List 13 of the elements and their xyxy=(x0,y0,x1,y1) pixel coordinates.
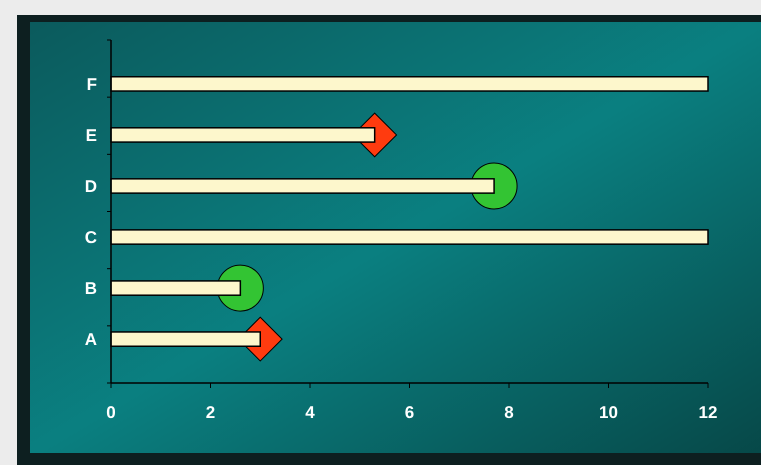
y-tick-label: D xyxy=(84,176,97,196)
y-tick-label: B xyxy=(84,279,97,298)
x-tick-label: 4 xyxy=(305,403,316,422)
x-tick-label: 12 xyxy=(698,403,718,422)
x-tick-label: 8 xyxy=(504,403,514,422)
x-tick-label: 10 xyxy=(599,403,618,422)
x-tick-label: 0 xyxy=(106,403,116,422)
y-tick-label: F xyxy=(86,74,97,94)
y-tick-label: C xyxy=(84,228,97,247)
x-tick-label: 6 xyxy=(404,403,414,422)
x-tick-label: 2 xyxy=(206,403,216,422)
y-tick-label: A xyxy=(84,330,97,350)
y-tick-label: E xyxy=(86,126,97,145)
